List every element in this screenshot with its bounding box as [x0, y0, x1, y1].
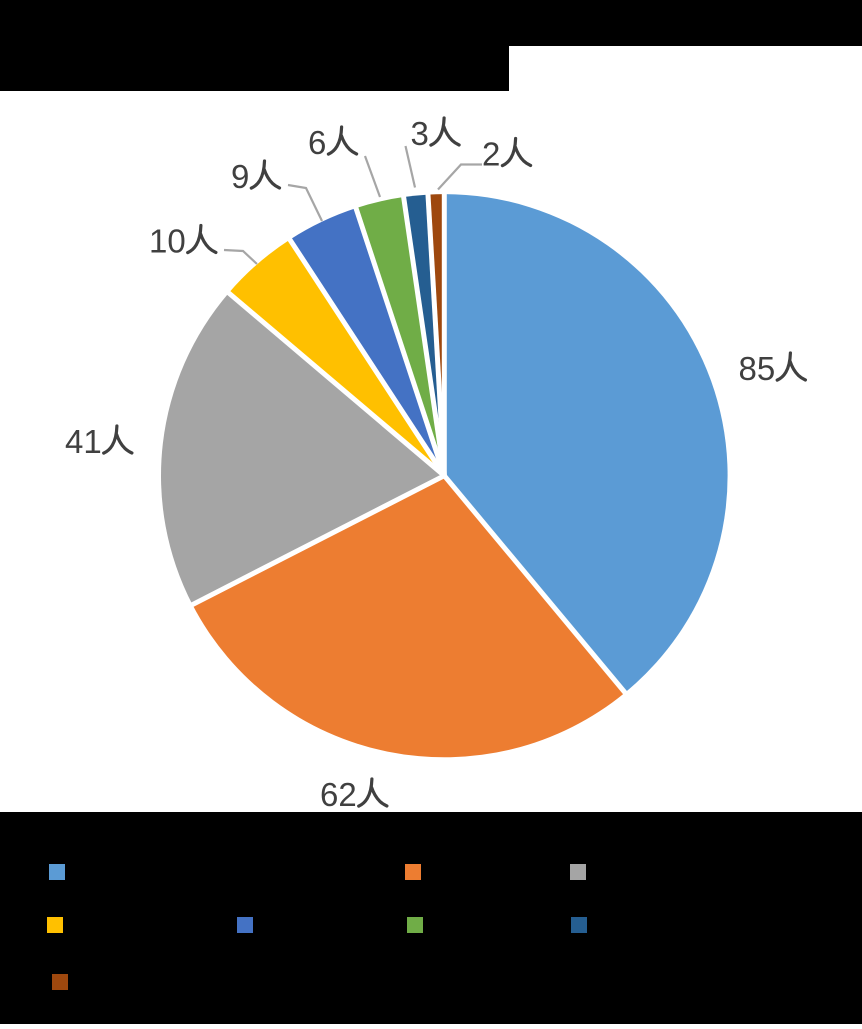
- svg-text:2: 2: [482, 136, 500, 173]
- svg-text:62: 62: [320, 776, 357, 813]
- svg-text:41: 41: [65, 423, 102, 460]
- svg-text:85: 85: [739, 350, 776, 387]
- svg-text:10: 10: [149, 223, 186, 260]
- svg-text:3: 3: [411, 115, 429, 152]
- svg-text:6: 6: [308, 124, 326, 161]
- svg-text:9: 9: [231, 158, 249, 195]
